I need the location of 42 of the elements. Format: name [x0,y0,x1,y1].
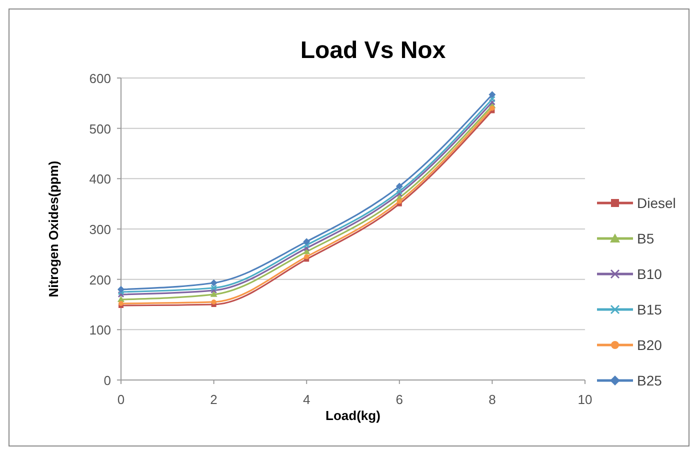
point [210,290,218,297]
y-tick-label: 200 [89,272,111,288]
y-tick-label: 300 [89,222,111,237]
x-tick-label: 2 [210,392,218,407]
x-tick-label: 6 [396,392,404,407]
x-axis-title: Load(kg) [326,408,380,423]
y-axis-title: Nitrogen Oxides(ppm) [46,160,61,298]
point [488,98,496,106]
point [488,91,496,98]
point [118,286,124,293]
point [211,299,216,304]
point [396,198,402,204]
point [490,106,495,111]
y-tick-label: 400 [89,172,111,187]
point [303,244,310,252]
legend-label: B20 [637,337,662,353]
point [304,254,310,260]
x-tick-label: 8 [488,392,496,407]
y-tick-label: 100 [89,322,111,338]
point [210,279,218,286]
y-tick-label: 500 [89,121,111,136]
point [210,284,218,292]
point [396,182,403,190]
legend-label: B5 [637,230,654,246]
x-tick-label: 4 [302,392,310,407]
x-tick-label: 0 [117,392,125,407]
point [396,188,403,194]
legend-label: Diesel [637,195,676,211]
legend-label: B10 [637,266,662,282]
point [210,287,218,294]
x-tick-label: 10 [578,392,592,407]
point [396,190,403,198]
y-tick-label: 0 [104,373,111,388]
legend-label: B25 [637,372,662,388]
point [303,238,310,246]
y-tick-label: 600 [89,71,111,86]
legend-label: B15 [637,302,662,318]
chart-title: Load Vs Nox [300,37,446,64]
point [488,96,496,102]
point [303,242,310,248]
point [118,291,124,298]
point [118,300,124,306]
